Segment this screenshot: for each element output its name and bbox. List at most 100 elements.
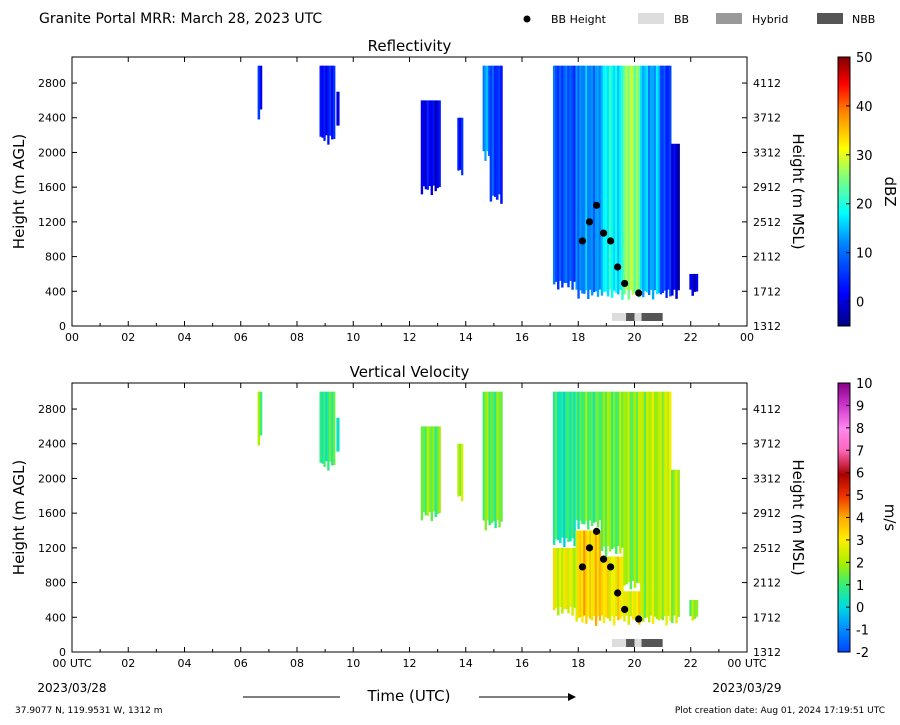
echo-cell xyxy=(625,591,628,616)
panel-title: Vertical Velocity xyxy=(350,363,470,381)
echo-cell xyxy=(563,547,566,609)
colorbar-tick-label: 8 xyxy=(856,422,864,437)
echo-cell xyxy=(583,530,586,616)
bb-height-point xyxy=(599,555,608,563)
echo-cell xyxy=(671,143,674,296)
echo-cell xyxy=(693,273,697,292)
echo-cell xyxy=(565,391,568,539)
echo-cell xyxy=(585,65,588,291)
echo-cell xyxy=(420,100,424,195)
y-tick-label: 800 xyxy=(45,251,66,264)
echo-cell xyxy=(673,143,676,290)
y-tick-label: 1600 xyxy=(38,507,66,520)
echo-cell xyxy=(489,65,493,202)
echo-cell xyxy=(661,391,664,621)
colorbar-tick-label: -1 xyxy=(856,624,869,639)
echo-cell xyxy=(482,65,485,152)
echo-cell xyxy=(321,391,324,464)
echo-cell xyxy=(565,547,568,610)
bb-height-point xyxy=(592,201,601,209)
echo-cell xyxy=(596,530,600,616)
x-tick-label: 16 xyxy=(515,657,529,670)
colorbar-tick-label: 1 xyxy=(856,579,864,594)
echo-cell xyxy=(575,391,578,521)
echo-cell xyxy=(557,65,560,290)
echo-cell xyxy=(319,65,322,137)
y-tick-label-right: 2912 xyxy=(753,181,781,194)
echo-cell xyxy=(257,391,261,446)
echo-cell xyxy=(659,65,663,295)
echo-cell xyxy=(596,65,600,297)
colorbar-tick-label: 4 xyxy=(856,512,864,527)
colorbar-tick-label: 30 xyxy=(856,149,873,164)
echo-cell xyxy=(651,391,655,624)
echo-cell xyxy=(591,65,594,296)
echo-cell xyxy=(561,65,564,288)
y-axis-label: Height (m AGL) xyxy=(10,460,28,575)
colorbar-tick-label: 7 xyxy=(856,444,864,459)
echo-cell xyxy=(610,556,614,616)
echo-cell xyxy=(554,391,558,540)
echo-cell xyxy=(498,65,501,195)
y-tick-label-right: 2112 xyxy=(753,251,781,264)
echo-cell xyxy=(579,530,582,618)
echo-cell xyxy=(567,65,570,288)
colorbar-tick-label: 10 xyxy=(856,247,873,262)
y-tick-label: 2800 xyxy=(38,77,66,90)
legend-label: BB xyxy=(674,13,689,26)
echo-cell xyxy=(642,65,645,298)
y-tick-label-right: 1312 xyxy=(753,320,781,333)
bb-height-point xyxy=(635,289,643,297)
echo-cell xyxy=(329,391,332,462)
date-right-label: 2023/03/29 xyxy=(712,681,781,695)
x-tick-label: 14 xyxy=(459,331,473,344)
echo-cell xyxy=(602,556,606,624)
echo-cell xyxy=(484,391,487,531)
echo-cell xyxy=(613,65,616,291)
echo-cell xyxy=(600,556,604,616)
echo-cell xyxy=(640,65,643,290)
bb-height-point xyxy=(614,263,622,271)
echo-cell xyxy=(554,65,558,282)
echo-cell xyxy=(583,391,586,525)
y-tick-label-right: 4112 xyxy=(753,77,781,90)
echo-cell xyxy=(500,65,503,204)
y-tick-label-right: 2912 xyxy=(753,507,781,520)
echo-cell xyxy=(667,391,670,616)
echo-cell xyxy=(623,65,626,295)
echo-cell xyxy=(671,469,674,623)
panel-title: Reflectivity xyxy=(368,37,452,55)
echo-cell xyxy=(642,391,645,622)
x-tick-label: 00 UTC xyxy=(52,657,92,670)
x-tick-label: 02 xyxy=(121,657,135,670)
echo-cell xyxy=(606,65,610,297)
y-tick-label-right: 2512 xyxy=(753,542,781,555)
echo-cell xyxy=(333,65,336,140)
echo-cell xyxy=(621,65,624,300)
x-tick-label: 10 xyxy=(346,657,360,670)
bb-height-point xyxy=(599,229,608,237)
echo-cell xyxy=(667,65,670,290)
echo-cell xyxy=(591,391,594,526)
echo-cell xyxy=(434,426,437,518)
echo-cell xyxy=(659,391,663,620)
echo-cell xyxy=(631,391,635,581)
y-axis-label-right: Height (m MSL) xyxy=(789,459,807,575)
colorbar-tick-label: -2 xyxy=(856,646,869,661)
echo-cell xyxy=(434,100,437,192)
x-tick-label: 18 xyxy=(571,331,585,344)
legend-hybrid-swatch xyxy=(716,13,742,24)
bb-height-point xyxy=(606,563,615,571)
echo-cell xyxy=(673,469,676,616)
echo-cell xyxy=(619,391,622,554)
echo-cell xyxy=(500,391,503,522)
echo-cell xyxy=(559,547,562,607)
y-tick-label: 2800 xyxy=(38,403,66,416)
echo-cell xyxy=(646,391,649,618)
echo-cell xyxy=(573,65,576,282)
y-axis-label: Height (m AGL) xyxy=(10,134,28,249)
echo-cell xyxy=(585,530,588,624)
x-tick-label: 00 UTC xyxy=(727,657,767,670)
colorbar-tick-label: 0 xyxy=(856,296,864,311)
x-tick-label: 20 xyxy=(628,331,642,344)
